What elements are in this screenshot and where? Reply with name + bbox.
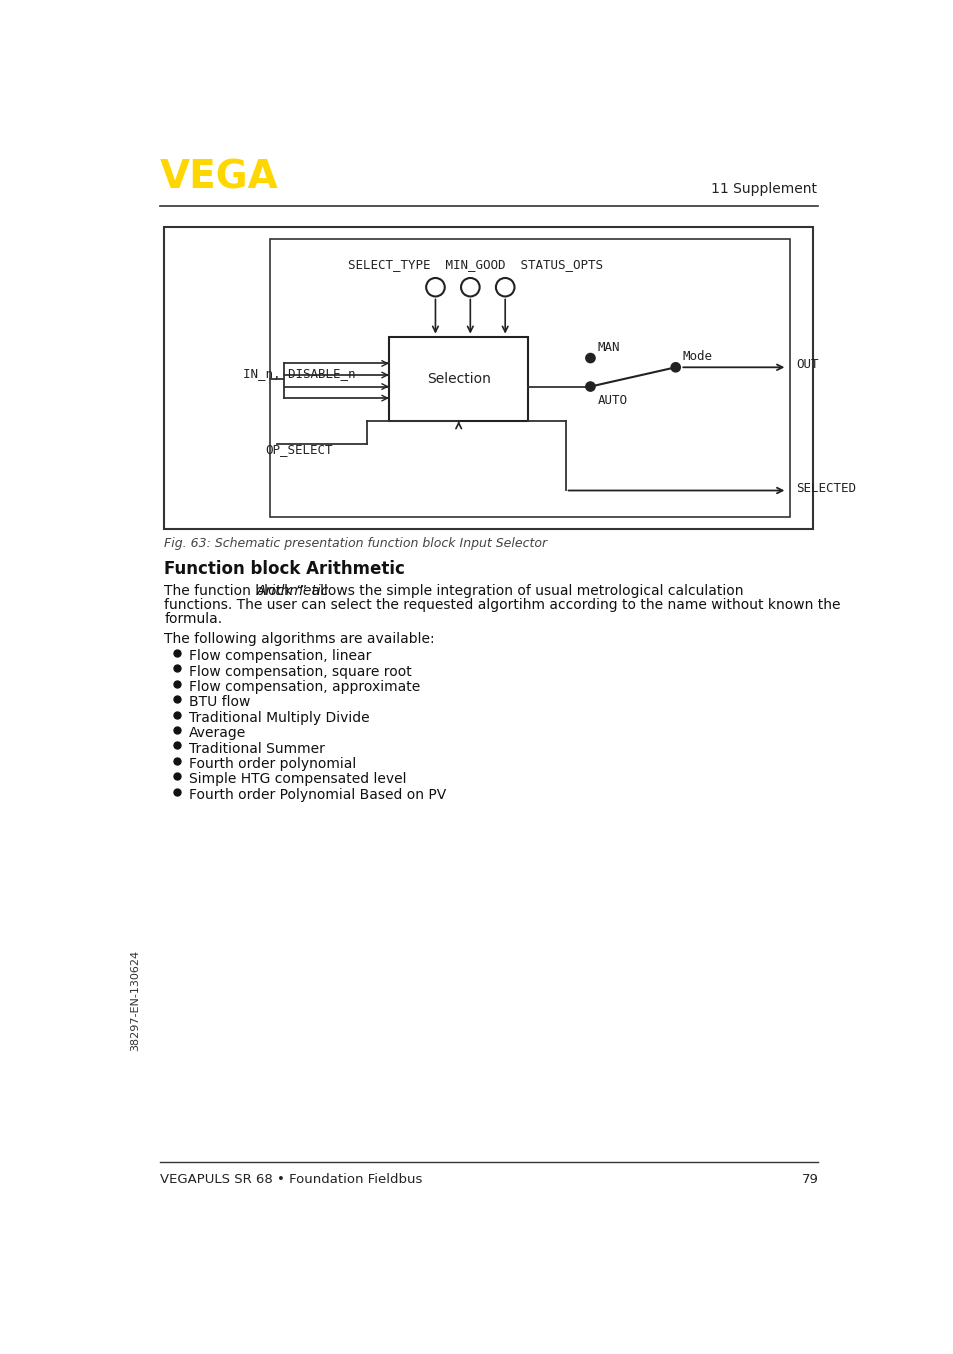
Circle shape bbox=[670, 363, 679, 372]
Text: Traditional Summer: Traditional Summer bbox=[189, 742, 325, 756]
Bar bbox=[389, 337, 528, 421]
Circle shape bbox=[496, 278, 514, 297]
Text: Flow compensation, approximate: Flow compensation, approximate bbox=[189, 680, 420, 693]
Circle shape bbox=[460, 278, 479, 297]
Text: SELECT_TYPE  MIN_GOOD  STATUS_OPTS: SELECT_TYPE MIN_GOOD STATUS_OPTS bbox=[348, 259, 602, 271]
Text: Fourth order polynomial: Fourth order polynomial bbox=[189, 757, 355, 770]
Text: OUT: OUT bbox=[795, 359, 818, 371]
Text: 79: 79 bbox=[801, 1173, 818, 1186]
Text: SELECTED: SELECTED bbox=[795, 482, 855, 494]
Text: Function block Arithmetic: Function block Arithmetic bbox=[164, 559, 405, 578]
Text: The function block “: The function block “ bbox=[164, 585, 303, 598]
Text: Fig. 63: Schematic presentation function block Input Selector: Fig. 63: Schematic presentation function… bbox=[164, 536, 547, 550]
Text: The following algorithms are available:: The following algorithms are available: bbox=[164, 632, 435, 646]
Text: Arithmetic: Arithmetic bbox=[257, 585, 329, 598]
Text: 11 Supplement: 11 Supplement bbox=[710, 183, 816, 196]
Text: Simple HTG compensated level: Simple HTG compensated level bbox=[189, 772, 406, 787]
Text: functions. The user can select the requested algortihm according to the name wit: functions. The user can select the reque… bbox=[164, 598, 840, 612]
Text: ” allows the simple integration of usual metrological calculation: ” allows the simple integration of usual… bbox=[299, 585, 742, 598]
Text: 38297-EN-130624: 38297-EN-130624 bbox=[130, 951, 139, 1051]
Text: VEGAPULS SR 68 • Foundation Fieldbus: VEGAPULS SR 68 • Foundation Fieldbus bbox=[159, 1173, 421, 1186]
Text: Traditional Multiply Divide: Traditional Multiply Divide bbox=[189, 711, 369, 724]
Circle shape bbox=[426, 278, 444, 297]
Text: Flow compensation, linear: Flow compensation, linear bbox=[189, 649, 371, 663]
Text: formula.: formula. bbox=[164, 612, 222, 626]
Text: BTU flow: BTU flow bbox=[189, 696, 250, 709]
Text: OP_SELECT: OP_SELECT bbox=[265, 443, 333, 456]
Text: Fourth order Polynomial Based on PV: Fourth order Polynomial Based on PV bbox=[189, 788, 446, 802]
Bar bbox=[164, 227, 812, 529]
Text: IN_n, DISABLE_n: IN_n, DISABLE_n bbox=[243, 367, 355, 379]
Text: VEGA: VEGA bbox=[159, 158, 278, 196]
Text: Selection: Selection bbox=[426, 372, 490, 386]
Circle shape bbox=[585, 382, 595, 391]
Text: AUTO: AUTO bbox=[597, 394, 627, 408]
Bar bbox=[270, 238, 789, 517]
Text: MAN: MAN bbox=[597, 341, 619, 355]
Circle shape bbox=[585, 353, 595, 363]
Text: Average: Average bbox=[189, 726, 246, 741]
Text: Flow compensation, square root: Flow compensation, square root bbox=[189, 665, 412, 678]
Text: Mode: Mode bbox=[682, 351, 712, 363]
